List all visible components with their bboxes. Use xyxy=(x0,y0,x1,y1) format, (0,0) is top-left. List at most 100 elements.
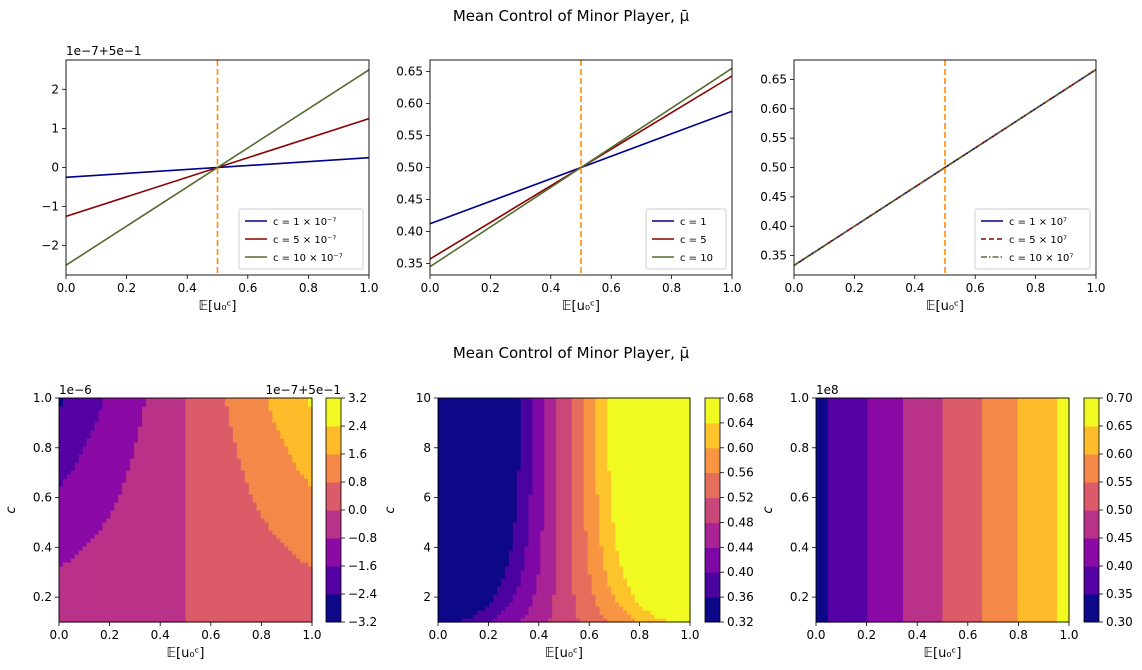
contour-cell xyxy=(161,410,167,415)
contour-cell xyxy=(118,598,123,603)
contour-cell xyxy=(221,506,226,511)
contour-cell xyxy=(516,610,522,615)
contour-cell xyxy=(221,546,226,551)
contour-cell xyxy=(142,450,147,455)
contour-cell xyxy=(78,562,84,567)
contour-cell xyxy=(169,514,175,519)
contour-cell xyxy=(268,490,274,495)
contour-cell xyxy=(438,566,443,571)
contour-cell xyxy=(256,450,262,455)
contour-cell xyxy=(145,398,151,403)
contour-cell xyxy=(118,486,123,491)
contour-cell xyxy=(78,570,84,575)
series-line-3 xyxy=(65,69,370,266)
contour-cell xyxy=(300,602,305,607)
contour-cell xyxy=(177,446,183,451)
contour-cell xyxy=(296,410,301,415)
contour-cell xyxy=(520,438,526,443)
contour-cell xyxy=(94,478,100,483)
contour-cell xyxy=(497,562,502,567)
contour-cell xyxy=(473,458,478,463)
contour-cell xyxy=(512,470,518,475)
contour-cell xyxy=(177,410,183,415)
contour-cell xyxy=(292,490,297,495)
contour-cell xyxy=(169,470,175,475)
contour-cell xyxy=(66,442,72,447)
contour-cell xyxy=(512,446,518,451)
contour-cell xyxy=(240,602,246,607)
contour-cell xyxy=(122,514,127,519)
contour-cell xyxy=(441,414,447,419)
contour-cell xyxy=(280,522,285,527)
contour-cell xyxy=(118,566,123,571)
x-axis-label: 𝔼[u₀ᶜ] xyxy=(926,299,964,314)
contour-cell xyxy=(70,554,76,559)
contour-cell xyxy=(441,438,447,443)
contour-cell xyxy=(110,438,115,443)
contour-cell xyxy=(213,434,218,439)
contour-cell xyxy=(501,570,506,575)
contour-cell xyxy=(272,486,278,491)
contour-cell xyxy=(98,550,104,555)
contour-cell xyxy=(228,494,234,499)
contour-cell xyxy=(134,610,139,615)
contour-cell xyxy=(520,546,526,551)
y-offset-label: 1e−6 xyxy=(59,383,92,397)
contour-cell xyxy=(304,454,309,459)
contour-cell xyxy=(477,610,482,615)
contour-cell xyxy=(449,434,455,439)
contour-cell xyxy=(217,406,222,411)
contour-cell xyxy=(248,590,254,595)
contour-cell xyxy=(264,434,270,439)
contour-cell xyxy=(276,538,281,543)
contour-cell xyxy=(292,422,297,427)
contour-cell xyxy=(118,586,123,591)
contour-cell xyxy=(213,598,218,603)
contour-cell xyxy=(512,518,518,523)
contour-cell xyxy=(489,546,494,551)
contour-cell xyxy=(232,430,238,435)
contour-cell xyxy=(149,574,155,579)
contour-cell xyxy=(264,406,270,411)
contour-cell xyxy=(134,466,139,471)
contour-cell xyxy=(465,614,471,619)
contour-cell xyxy=(197,538,202,543)
contour-cell xyxy=(473,602,478,607)
contour-cell xyxy=(457,578,463,583)
contour-cell xyxy=(74,434,80,439)
contour-cell xyxy=(82,586,88,591)
contour-cell xyxy=(213,546,218,551)
contour-cell xyxy=(126,398,131,403)
contour-cell xyxy=(138,554,143,559)
contour-cell xyxy=(280,466,285,471)
contour-cell xyxy=(169,398,175,403)
contour-cell xyxy=(457,462,463,467)
contour-cell xyxy=(504,526,510,531)
contour-cell xyxy=(59,562,64,567)
contour-cell xyxy=(228,466,234,471)
contour-cell xyxy=(201,530,206,535)
contour-cell xyxy=(157,550,163,555)
contour-cell xyxy=(74,538,80,543)
contour-cell xyxy=(165,522,171,527)
contour-cell xyxy=(248,610,254,615)
contour-cell xyxy=(86,542,92,547)
contour-cell xyxy=(225,426,230,431)
contour-cell xyxy=(142,410,147,415)
contour-cell xyxy=(189,582,195,587)
contour-cell xyxy=(126,562,131,567)
contour-cell xyxy=(62,458,68,463)
contour-cell xyxy=(501,430,506,435)
contour-cell xyxy=(457,570,463,575)
contour-cell xyxy=(149,606,155,611)
contour-cell xyxy=(185,422,191,427)
contour-cell xyxy=(86,546,92,551)
contour-cell xyxy=(221,530,226,535)
contour-cell xyxy=(236,602,242,607)
contour-cell xyxy=(86,510,92,515)
contour-cell xyxy=(260,614,266,619)
contour-cell xyxy=(493,450,498,455)
contour-cell xyxy=(438,578,443,583)
contour-cell xyxy=(106,538,111,543)
contour-cell xyxy=(264,430,270,435)
